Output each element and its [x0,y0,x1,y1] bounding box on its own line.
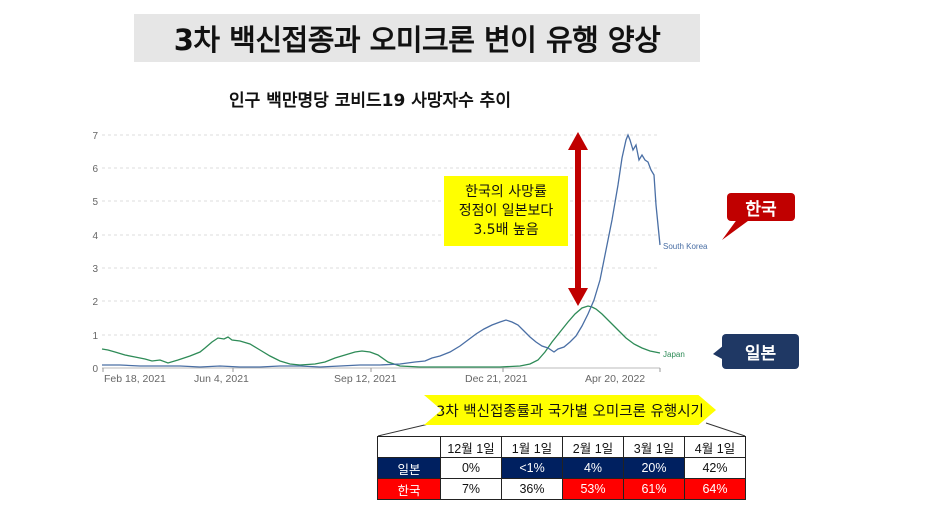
gridlines [102,134,660,336]
slide-title: 3차 백신접종과 오미크론 변이 유행 양상 [173,23,661,57]
svg-text:Jun 4, 2021: Jun 4, 2021 [194,373,249,385]
svg-text:3: 3 [92,264,98,275]
column-header: 1월 1일 [501,436,563,458]
slide-title-box: 3차 백신접종과 오미크론 변이 유행 양상 [134,14,700,62]
table-header-row: 12월 1일 1월 1일 2월 1일 3월 1일 4월 1일 [377,436,746,458]
svg-text:Apr 20, 2022: Apr 20, 2022 [585,373,645,385]
chart-title: 인구 백만명당 코비드19 사망자수 추이 [229,91,511,111]
table-row-korea: 한국 7% 36% 53% 61% 64% [377,478,746,500]
svg-text:Sep 12, 2021: Sep 12, 2021 [334,373,397,385]
series-label-south-korea: South Korea [663,242,708,251]
table-cell: <1% [501,457,563,479]
svg-text:0: 0 [92,364,98,375]
series-south-korea-line [102,133,661,368]
table-cell: 20% [623,457,685,479]
series-label-japan: Japan [663,350,685,359]
column-header: 4월 1일 [684,436,746,458]
column-header: 3월 1일 [623,436,685,458]
y-axis-labels: 7 6 5 4 3 2 1 0 [92,131,98,375]
table-cell: 42% [684,457,746,479]
japan-callout-bubble: 일본 [722,334,799,369]
japan-bubble-tail [713,345,724,360]
korea-bubble-tail [722,218,752,240]
column-header: 2월 1일 [562,436,624,458]
svg-text:6: 6 [92,164,98,175]
table-banner: 3차 백신접종률과 국가별 오미크론 유행시기 [424,395,716,425]
table-corner-cell [377,436,441,458]
svg-text:5: 5 [92,197,98,208]
row-label-korea: 한국 [377,478,441,500]
table-cell: 53% [562,478,624,500]
svg-text:Feb 18, 2021: Feb 18, 2021 [104,373,166,385]
column-header: 12월 1일 [440,436,502,458]
row-label-japan: 일본 [377,457,441,479]
x-axis-labels: Feb 18, 2021 Jun 4, 2021 Sep 12, 2021 De… [104,373,645,385]
svg-text:7: 7 [92,131,98,142]
table-cell: 7% [440,478,502,500]
series-japan-line [101,305,661,368]
table-cell: 36% [501,478,563,500]
table-cell: 4% [562,457,624,479]
korea-callout-bubble: 한국 [727,193,795,221]
svg-text:4: 4 [92,231,98,242]
table-cell: 61% [623,478,685,500]
svg-text:2: 2 [92,297,98,308]
table-cell: 64% [684,478,746,500]
table-cell: 0% [440,457,502,479]
comparison-arrow [568,132,588,306]
svg-text:1: 1 [92,331,98,342]
peak-comparison-note: 한국의 사망률 정점이 일본보다 3.5배 높음 [444,176,568,246]
svg-text:Dec 21, 2021: Dec 21, 2021 [465,373,528,385]
vaccination-rate-table: 12월 1일 1월 1일 2월 1일 3월 1일 4월 1일 일본 0% <1%… [377,436,746,500]
table-row-japan: 일본 0% <1% 4% 20% 42% [377,457,746,479]
